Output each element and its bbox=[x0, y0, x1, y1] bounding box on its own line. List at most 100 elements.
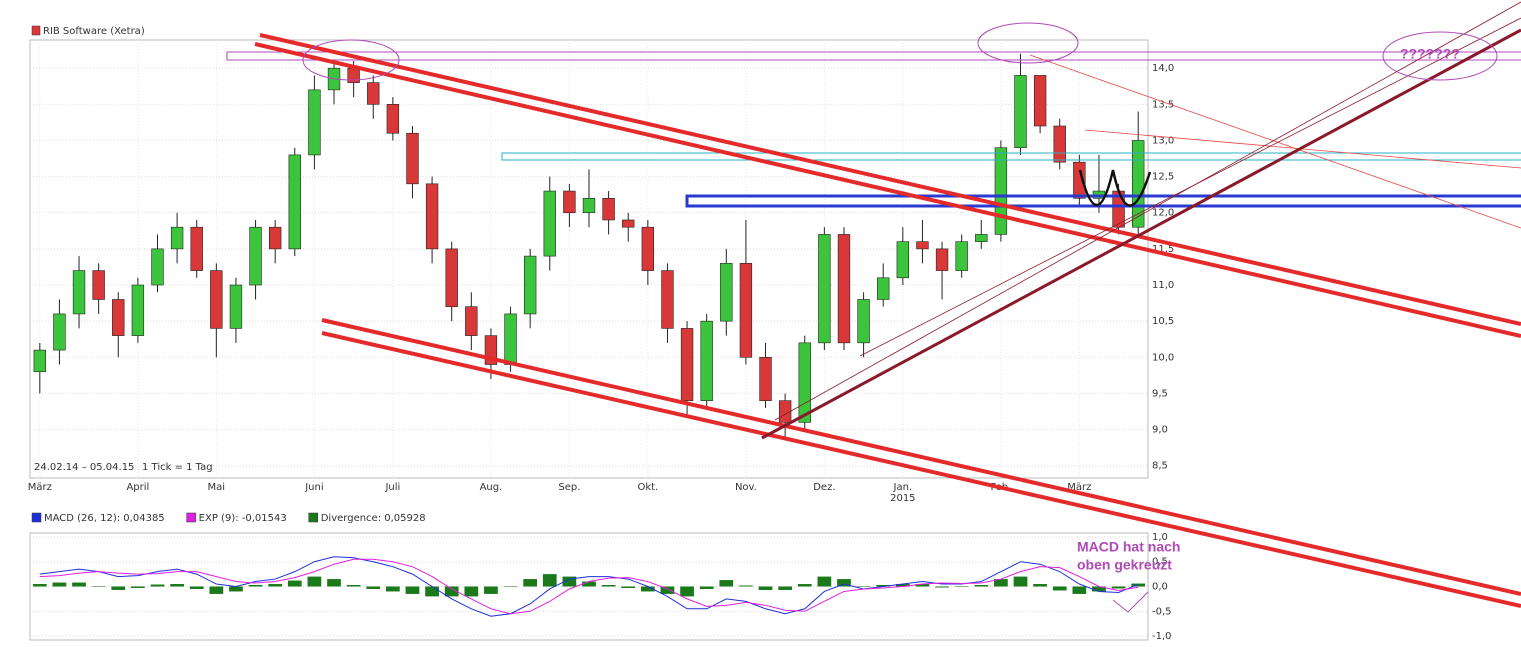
candle-body bbox=[602, 197, 615, 221]
candle-body bbox=[445, 248, 458, 308]
candle-body bbox=[680, 328, 694, 401]
candle-body bbox=[210, 270, 223, 329]
histogram-bar bbox=[876, 585, 891, 587]
x-tick-label: Dez. bbox=[813, 482, 835, 493]
legend-label: EXP (9): -0,01543 bbox=[199, 513, 287, 524]
histogram-bar bbox=[621, 586, 636, 588]
histogram-bar bbox=[562, 576, 577, 587]
histogram-bar bbox=[170, 584, 184, 587]
candle-body bbox=[1132, 140, 1145, 228]
legend-swatch bbox=[308, 512, 318, 523]
histogram-bar bbox=[131, 586, 145, 588]
histogram-bar bbox=[1052, 586, 1067, 591]
y-tick-label: 10,0 bbox=[1152, 352, 1174, 363]
histogram-bar bbox=[425, 586, 439, 597]
legend-label: Divergence: 0,05928 bbox=[321, 513, 426, 524]
annotation: MACD hat nach bbox=[1077, 539, 1180, 555]
histogram-bar bbox=[817, 576, 832, 587]
histogram-bar bbox=[1092, 586, 1106, 592]
histogram-bar bbox=[405, 586, 420, 594]
y-tick-label: 0,0 bbox=[1152, 582, 1168, 593]
legend-swatch bbox=[186, 512, 196, 523]
candle-body bbox=[151, 248, 164, 286]
candle-body bbox=[465, 306, 478, 336]
support-box bbox=[501, 152, 1521, 161]
histogram-bar bbox=[601, 585, 616, 587]
histogram-bar bbox=[1131, 583, 1146, 587]
histogram-bar bbox=[797, 584, 812, 587]
x-tick-label: März bbox=[1067, 482, 1091, 493]
histogram-bar bbox=[287, 580, 302, 587]
histogram-bar bbox=[72, 582, 86, 587]
candle-body bbox=[523, 255, 537, 315]
histogram-bar bbox=[660, 586, 675, 594]
trend-line bbox=[254, 42, 1521, 338]
candle-body bbox=[857, 299, 870, 344]
candle-body bbox=[975, 234, 988, 242]
candle-body bbox=[798, 342, 811, 423]
highlight-ellipse bbox=[1382, 31, 1498, 81]
trend-line bbox=[321, 331, 1521, 608]
histogram-bar bbox=[994, 579, 1008, 587]
candle-body bbox=[955, 241, 968, 271]
legend-swatch bbox=[31, 512, 42, 523]
candle-body bbox=[622, 219, 635, 228]
candle-body bbox=[837, 234, 851, 344]
histogram-bar bbox=[954, 586, 969, 587]
y-tick-label: -1,0 bbox=[1152, 631, 1172, 642]
candle-body bbox=[268, 226, 282, 250]
histogram-bar bbox=[1033, 584, 1047, 587]
candle-body bbox=[249, 226, 262, 286]
histogram-bar bbox=[915, 584, 930, 587]
y-tick-label: 0,5 bbox=[1152, 557, 1168, 568]
histogram-bar bbox=[248, 585, 263, 587]
histogram-bar bbox=[484, 586, 498, 594]
candle-body bbox=[1014, 75, 1027, 148]
candle-body bbox=[916, 241, 929, 250]
candle-body bbox=[700, 320, 713, 401]
histogram-bar bbox=[758, 586, 773, 590]
y-tick-label: 13,5 bbox=[1152, 99, 1174, 110]
y-tick-label: 11,5 bbox=[1152, 244, 1174, 255]
y-tick-label: 1,0 bbox=[1152, 532, 1168, 543]
histogram-bar bbox=[32, 584, 47, 587]
year-label: 2015 bbox=[890, 493, 915, 504]
candle-body bbox=[877, 277, 890, 300]
annotation: ??????? bbox=[1400, 46, 1460, 62]
trend-line bbox=[259, 33, 1521, 326]
candle-body bbox=[190, 226, 203, 271]
x-tick-label: Aug. bbox=[480, 482, 503, 493]
pointer bbox=[1112, 591, 1149, 613]
histogram-bar bbox=[1111, 586, 1126, 589]
highlight-ellipse bbox=[977, 22, 1079, 64]
histogram-bar bbox=[150, 584, 165, 587]
pattern-curve bbox=[1078, 169, 1152, 207]
candle-body bbox=[739, 263, 753, 358]
y-tick-label: 9,5 bbox=[1152, 388, 1168, 399]
histogram-bar bbox=[229, 586, 243, 592]
histogram-bar bbox=[209, 586, 224, 594]
trend-line bbox=[321, 318, 1521, 596]
x-tick-label: Juni bbox=[304, 482, 323, 493]
histogram-bar bbox=[582, 581, 596, 587]
histogram-bar bbox=[542, 574, 557, 587]
candle-body bbox=[582, 197, 596, 214]
annotation: oben gekreuzt bbox=[1077, 557, 1172, 573]
candle-body bbox=[72, 270, 86, 315]
trend-line bbox=[1029, 54, 1521, 229]
candle-body bbox=[386, 104, 400, 134]
chart-title: RIB Software (Xetra) bbox=[43, 26, 145, 37]
x-tick-label: März bbox=[28, 482, 52, 493]
trend-line bbox=[1084, 129, 1521, 169]
candle-body bbox=[661, 270, 674, 329]
y-tick-label: 10,5 bbox=[1152, 316, 1174, 327]
x-tick-label: Nov. bbox=[735, 482, 757, 493]
histogram-bar bbox=[974, 585, 989, 587]
candle-body bbox=[1053, 125, 1066, 163]
histogram-bar bbox=[189, 586, 204, 589]
candle-body bbox=[1073, 161, 1086, 199]
x-tick-label: Sep. bbox=[558, 482, 580, 493]
histogram-bar bbox=[935, 586, 949, 588]
histogram-bar bbox=[640, 586, 655, 592]
